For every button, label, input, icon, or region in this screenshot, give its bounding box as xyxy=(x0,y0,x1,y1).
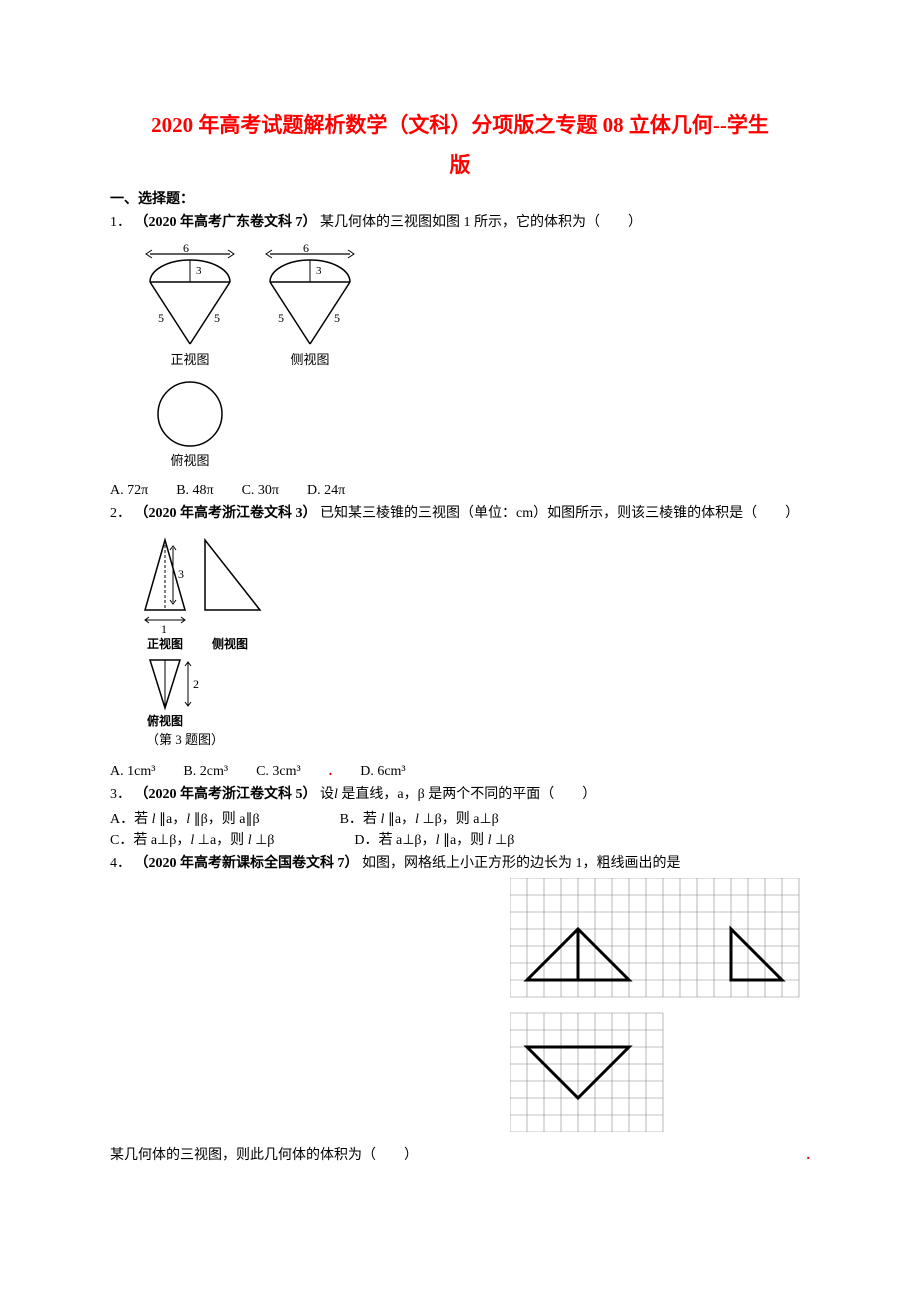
q3-opt-a: A．若 l ∥a，l ∥β，则 a∥β xyxy=(110,809,260,830)
q2-opt-c: C. 3cm³ xyxy=(256,761,301,782)
svg-text:5: 5 xyxy=(334,311,340,325)
q3-opt-c: C．若 a⊥β，l ⊥a，则 l ⊥β xyxy=(110,830,274,851)
q1-three-views-svg: 6 3 5 5 正视图 6 3 5 5 xyxy=(130,239,370,469)
q2-opt-a: A. 1cm³ xyxy=(110,761,155,782)
q1-num: 1． xyxy=(110,215,131,230)
q2-text: 已知某三棱锥的三视图（单位：cm）如图所示，则该三棱锥的体积是（ ） xyxy=(320,506,799,521)
q1-figure: 6 3 5 5 正视图 6 3 5 5 xyxy=(130,239,810,476)
svg-text:3: 3 xyxy=(316,265,322,277)
question-3: 3． （2020 年高考浙江卷文科 5） 设l 是直线，a，β 是两个不同的平面… xyxy=(110,784,810,805)
q4-text2: 某几何体的三视图，则此几何体的体积为（ ） xyxy=(110,1145,418,1166)
svg-text:正视图: 正视图 xyxy=(147,636,183,651)
q1-opt-b: B. 48π xyxy=(176,480,213,501)
q2-opt-d: D. 6cm³ xyxy=(360,761,405,782)
question-2: 2． （2020 年高考浙江卷文科 3） 已知某三棱锥的三视图（单位：cm）如图… xyxy=(110,503,810,524)
svg-text:俯视图: 俯视图 xyxy=(170,453,209,468)
q1-source: （2020 年高考广东卷文科 7） xyxy=(135,215,317,230)
svg-text:5: 5 xyxy=(278,311,284,325)
q4-num: 4． xyxy=(110,856,131,871)
svg-text:3: 3 xyxy=(178,567,184,581)
svg-text:5: 5 xyxy=(158,311,164,325)
section-heading: 一、选择题： xyxy=(110,189,810,210)
q4-text1: 如图，网格纸上小正方形的边长为 1，粗线画出的是 xyxy=(362,856,681,871)
svg-text:6: 6 xyxy=(183,241,189,255)
q4-marker-dot: . xyxy=(807,1145,811,1166)
q3-opt-d: D．若 a⊥β，l ∥a，则 l ⊥β xyxy=(354,830,514,851)
svg-text:侧视图: 侧视图 xyxy=(212,636,248,651)
q2-marker-dot: . xyxy=(329,761,333,782)
q1-text: 某几何体的三视图如图 1 所示，它的体积为（ ） xyxy=(320,215,642,230)
svg-text:6: 6 xyxy=(303,241,309,255)
q4-grid-svg xyxy=(510,878,810,1132)
question-4: 4． （2020 年高考新课标全国卷文科 7） 如图，网格纸上小正方形的边长为 … xyxy=(110,853,810,874)
question-1: 1． （2020 年高考广东卷文科 7） 某几何体的三视图如图 1 所示，它的体… xyxy=(110,212,810,233)
svg-text:2: 2 xyxy=(193,677,199,691)
svg-text:1: 1 xyxy=(161,622,167,636)
doc-title-line1: 2020 年高考试题解析数学（文科）分项版之专题 08 立体几何--学生 xyxy=(110,110,810,142)
q4-source: （2020 年高考新课标全国卷文科 7） xyxy=(135,856,359,871)
q1-opt-c: C. 30π xyxy=(242,480,279,501)
q3-options: A．若 l ∥a，l ∥β，则 a∥β B．若 l ∥a，l ⊥β，则 a⊥β … xyxy=(110,809,810,851)
q2-source: （2020 年高考浙江卷文科 3） xyxy=(135,506,317,521)
q2-options: A. 1cm³ B. 2cm³ C. 3cm³ . D. 6cm³ xyxy=(110,761,810,782)
svg-text:5: 5 xyxy=(214,311,220,325)
svg-text:正视图: 正视图 xyxy=(170,352,209,367)
svg-text:3: 3 xyxy=(196,265,202,277)
svg-text:（第 3 题图）: （第 3 题图） xyxy=(146,732,224,747)
q2-three-views-svg: 3 1 正视图 侧视图 2 俯视图 （第 3 题图） xyxy=(130,530,310,750)
q4-figure xyxy=(510,878,810,1139)
q2-figure: 3 1 正视图 侧视图 2 俯视图 （第 3 题图） xyxy=(130,530,810,757)
q3-text-post: 是直线，a，β 是两个不同的平面（ ） xyxy=(338,787,596,802)
svg-text:侧视图: 侧视图 xyxy=(290,352,329,367)
q1-opt-a: A. 72π xyxy=(110,480,148,501)
q3-text-pre: 设 xyxy=(320,787,334,802)
q1-opt-d: D. 24π xyxy=(307,480,345,501)
q1-options: A. 72π B. 48π C. 30π D. 24π xyxy=(110,480,810,501)
q3-opt-b: B．若 l ∥a，l ⊥β，则 a⊥β xyxy=(340,809,499,830)
svg-text:俯视图: 俯视图 xyxy=(147,713,183,728)
q2-num: 2． xyxy=(110,506,131,521)
q4-text2-row: 某几何体的三视图，则此几何体的体积为（ ） . xyxy=(110,1145,810,1166)
q2-opt-b: B. 2cm³ xyxy=(183,761,228,782)
q3-source: （2020 年高考浙江卷文科 5） xyxy=(135,787,317,802)
q3-num: 3． xyxy=(110,787,131,802)
doc-title-line2: 版 xyxy=(110,150,810,182)
q4-row xyxy=(110,874,810,1143)
